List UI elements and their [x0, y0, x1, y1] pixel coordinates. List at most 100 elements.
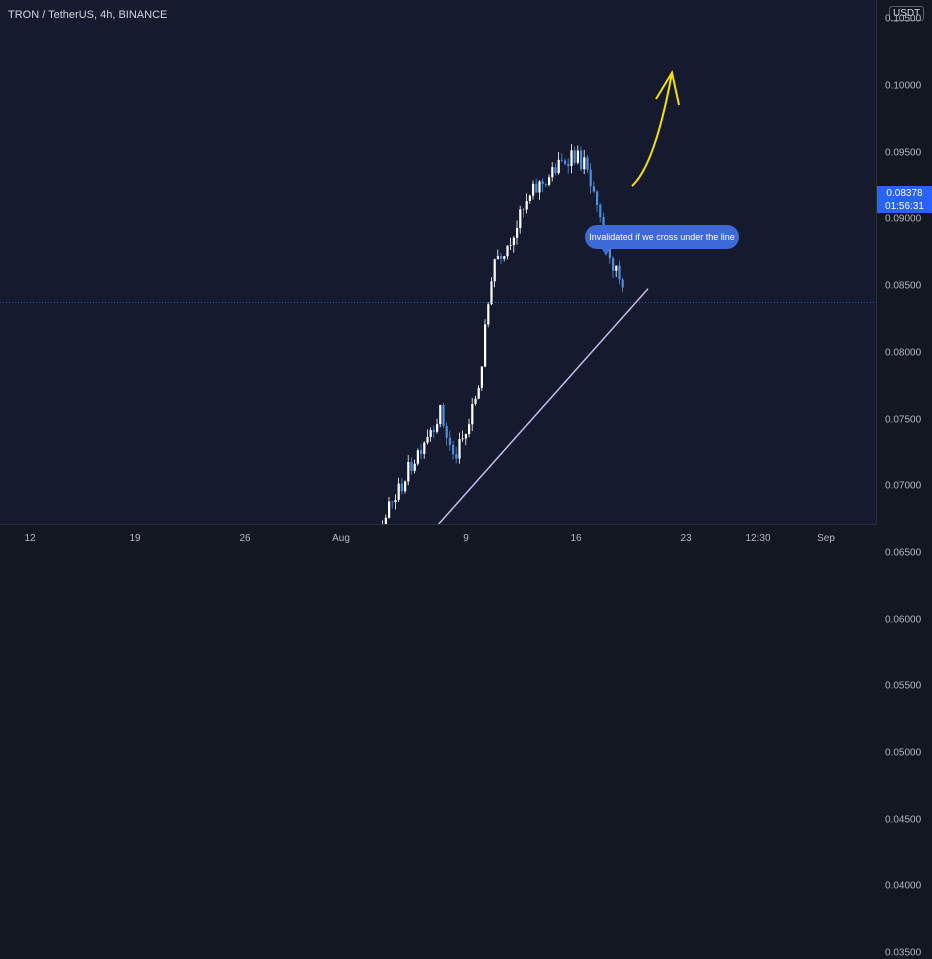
candle-body — [464, 434, 467, 439]
candle-body — [538, 181, 541, 193]
time-tick: 16 — [570, 533, 582, 544]
candle-body — [407, 461, 410, 482]
candle-body — [439, 405, 442, 425]
candle-body — [442, 405, 445, 427]
candle-body — [580, 150, 583, 170]
candle-body — [615, 265, 618, 271]
candle-body — [532, 183, 535, 196]
candles-group — [382, 144, 624, 524]
candle-body — [557, 159, 560, 174]
candle-body — [484, 324, 487, 367]
candle-body — [496, 256, 499, 260]
candle-body — [423, 442, 426, 454]
price-tick: 0.06500 — [885, 547, 922, 559]
price-tick: 0.09000 — [885, 213, 922, 225]
time-tick: 23 — [680, 533, 692, 544]
price-tick: 0.08500 — [885, 280, 922, 292]
candle-body — [509, 244, 512, 246]
candle-body — [432, 429, 435, 432]
candle-body — [512, 237, 515, 245]
candle-body — [541, 181, 544, 185]
candle-body — [394, 499, 397, 503]
time-tick: Aug — [332, 533, 350, 544]
candle-body — [560, 159, 563, 161]
candle-body — [589, 169, 592, 187]
trendline — [437, 288, 649, 524]
time-tick: 26 — [239, 533, 251, 544]
projection-arrowhead — [655, 69, 680, 106]
price-axis[interactable]: USDT 0.10500 0.10000 0.09500 0.09000 0.08500… — [876, 0, 932, 959]
candle-body — [458, 439, 461, 459]
candle-body — [397, 483, 400, 500]
candle-body — [490, 281, 493, 305]
candle-body — [551, 167, 554, 178]
candle-body — [570, 150, 573, 167]
candle-body — [448, 437, 451, 445]
candle-body — [535, 183, 538, 193]
candle-body — [413, 463, 416, 472]
candle-body — [436, 424, 439, 432]
candle-body — [621, 279, 624, 288]
candle-body — [388, 501, 391, 518]
candle-body — [618, 265, 621, 280]
time-tick: 19 — [129, 533, 141, 544]
candle-body — [477, 387, 480, 399]
currency-label[interactable]: USDT — [889, 6, 925, 21]
candle-body — [452, 444, 455, 455]
symbol-title[interactable]: TRON / TetherUS, 4h, BINANCE — [8, 9, 168, 21]
candle-body — [455, 454, 458, 459]
price-tick: 0.03500 — [885, 947, 922, 959]
candle-body — [400, 483, 403, 492]
candle-body — [420, 450, 423, 454]
price-tick: 0.09500 — [885, 147, 922, 159]
candle-body — [599, 204, 602, 217]
candle-body — [573, 150, 576, 163]
candle-body — [445, 426, 448, 438]
price-tick: 0.04500 — [885, 814, 922, 826]
candle-body — [500, 256, 503, 259]
price-tick: 0.10500 — [885, 13, 922, 25]
candle-body — [544, 184, 547, 185]
candle-body — [503, 256, 506, 259]
price-tick: 0.07000 — [885, 480, 922, 492]
price-tick: 0.04000 — [885, 880, 922, 892]
candle-body — [506, 245, 509, 257]
candle-body — [480, 366, 483, 388]
candle-body — [461, 438, 464, 440]
candle-body — [487, 304, 490, 325]
price-tick: 0.10000 — [885, 80, 922, 92]
candle-body — [384, 517, 387, 524]
price-tick: 0.06000 — [885, 614, 922, 626]
candle-body — [429, 429, 432, 437]
price-tick: 0.08000 — [885, 347, 922, 359]
chart-canvas[interactable] — [0, 0, 876, 524]
candle-body — [391, 501, 394, 503]
price-tick: 0.05000 — [885, 747, 922, 759]
candle-body — [493, 259, 496, 282]
candle-body — [596, 191, 599, 205]
last-price-value: 0.08378 — [886, 188, 923, 199]
candle-body — [583, 157, 586, 170]
price-tick: 0.05500 — [885, 680, 922, 692]
candle-body — [567, 163, 570, 167]
time-axis[interactable]: 12 19 26 Aug 9 16 23 12:30 Sep — [0, 524, 876, 550]
drawings-group — [0, 69, 876, 524]
candle-body — [516, 228, 519, 238]
candle-body — [474, 398, 477, 404]
candle-body — [410, 461, 413, 472]
candle-body — [564, 160, 567, 164]
price-tick: 0.07500 — [885, 414, 922, 425]
candle-body — [404, 481, 407, 492]
candle-body — [612, 258, 615, 271]
candle-body — [592, 186, 595, 192]
time-tick: 12:30 — [745, 533, 771, 544]
candle-body — [519, 209, 522, 229]
time-tick: 9 — [463, 533, 469, 544]
callout-tail — [601, 247, 611, 256]
chart-area[interactable]: TRON / TetherUS, 4h, BINANCE Invalidated… — [0, 0, 876, 524]
bar-countdown: 01:56:31 — [885, 201, 924, 212]
candle-body — [468, 424, 471, 435]
candle-body — [548, 177, 551, 185]
candle-body — [471, 403, 474, 425]
callout-annotation[interactable]: Invalidated if we cross under the line — [585, 225, 739, 249]
